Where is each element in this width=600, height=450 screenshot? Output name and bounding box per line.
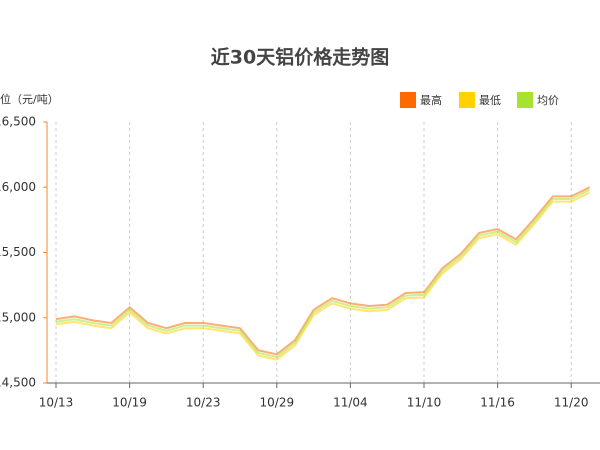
legend-label: 最高 (420, 93, 442, 107)
y-tick-label: 16,500 (0, 115, 36, 129)
x-tick-label: 10/29 (260, 396, 295, 410)
x-tick-label: 11/10 (407, 396, 442, 410)
y-axis-label: 单位（元/吨） (0, 92, 59, 106)
x-tick-label: 11/16 (480, 396, 515, 410)
legend-swatch (517, 92, 533, 108)
legend-label: 均价 (537, 94, 559, 107)
y-tick-label: 14,500 (0, 376, 36, 390)
legend-label: 最低 (479, 94, 501, 107)
y-tick-label: 15,500 (0, 245, 36, 259)
y-tick-label: 16,000 (0, 180, 36, 194)
chart-title: 近30天铝价格走势图 (211, 46, 389, 69)
legend-swatch (459, 92, 475, 108)
series-line (55, 189, 591, 358)
x-tick-label: 10/13 (39, 396, 74, 410)
y-tick-label: 15,000 (0, 310, 36, 324)
x-tick-label: 11/04 (333, 396, 368, 410)
series-line (55, 191, 591, 361)
legend-swatch (400, 92, 416, 108)
x-tick-label: 11/20 (554, 396, 589, 410)
x-tick-label: 10/19 (112, 396, 147, 410)
series-line (55, 186, 591, 356)
x-tick-label: 10/23 (186, 396, 221, 410)
